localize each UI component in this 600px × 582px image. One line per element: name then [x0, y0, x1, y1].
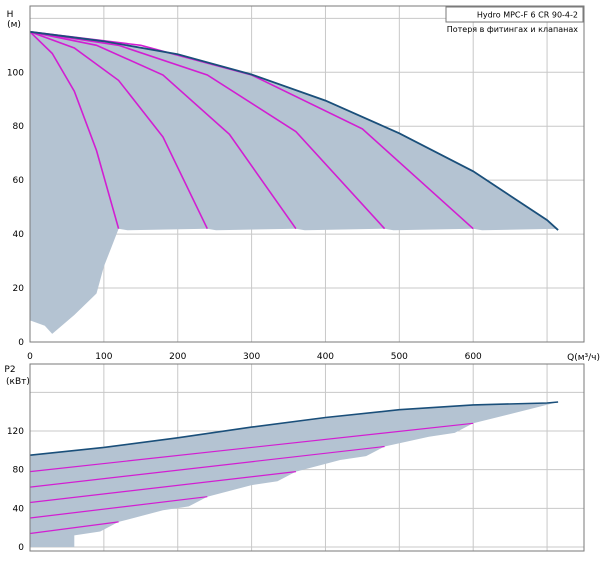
- head-pump-curve: [29, 31, 386, 230]
- power-curve-chart: P2 (кВт) 0 40 80 120: [4, 363, 585, 553]
- chart-legend-text: Потеря в фитингах и клапанах: [447, 25, 579, 34]
- head-axis-label: H: [7, 10, 14, 20]
- head-operating-area: [30, 31, 559, 334]
- power-chart-frame: [29, 363, 585, 552]
- head-pump-curve: [29, 31, 297, 230]
- flow-x-tick-label: 600: [465, 352, 482, 362]
- head-chart-frame: [29, 5, 585, 343]
- head-axis-unit: (м): [7, 20, 21, 30]
- head-y-tick-label: 40: [13, 230, 25, 240]
- head-y-tick-label: 0: [18, 338, 24, 348]
- flow-x-tick-label: 500: [391, 352, 408, 362]
- power-y-tick-label: 120: [7, 427, 24, 437]
- power-operating-area: [30, 402, 559, 547]
- flow-x-tick-label: 100: [95, 352, 112, 362]
- power-pump-curve: [29, 521, 119, 535]
- flow-x-tick-label: 400: [317, 352, 334, 362]
- power-pump-curve: [29, 445, 385, 488]
- power-envelope-curve: [29, 401, 559, 456]
- power-y-tick-label: 40: [13, 504, 25, 514]
- power-area-fill: [30, 402, 559, 547]
- head-envelope-curve: [29, 30, 559, 231]
- flow-x-tick-labels: 0 100 200 300 400 500 600: [27, 352, 482, 362]
- power-axis-label: P2: [4, 365, 15, 375]
- power-axis-unit: (кВт): [6, 377, 30, 387]
- power-y-tick-label: 80: [13, 466, 25, 476]
- head-y-tick-label: 60: [13, 176, 25, 186]
- head-y-tick-label: 80: [13, 122, 25, 132]
- head-curve-chart: Hydro MPC-F 6 CR 90-4-2 Потеря в фитинга…: [7, 5, 600, 363]
- chart-title-box: [445, 6, 584, 23]
- head-y-tick-label: 20: [13, 284, 25, 294]
- power-pump-curve: [29, 471, 296, 504]
- power-y-tick-label: 0: [18, 543, 24, 553]
- power-curves: [29, 401, 559, 535]
- flow-x-tick-label: 200: [169, 352, 186, 362]
- flow-axis-label: Q(м³/ч): [567, 353, 600, 363]
- flow-x-tick-label: 0: [27, 352, 33, 362]
- power-pump-curve: [29, 496, 208, 519]
- head-y-tick-labels: 0 20 40 60 80 100: [7, 68, 24, 348]
- head-pump-curve: [29, 31, 120, 229]
- head-area-fill: [30, 31, 559, 334]
- head-pump-curve: [29, 31, 209, 230]
- head-curves: [29, 30, 559, 231]
- flow-x-tick-label: 300: [243, 352, 260, 362]
- power-pump-curve: [29, 422, 474, 473]
- head-y-tick-label: 100: [7, 68, 24, 78]
- power-y-tick-labels: 0 40 80 120: [7, 427, 24, 553]
- chart-title: Hydro MPC-F 6 CR 90-4-2: [477, 11, 578, 20]
